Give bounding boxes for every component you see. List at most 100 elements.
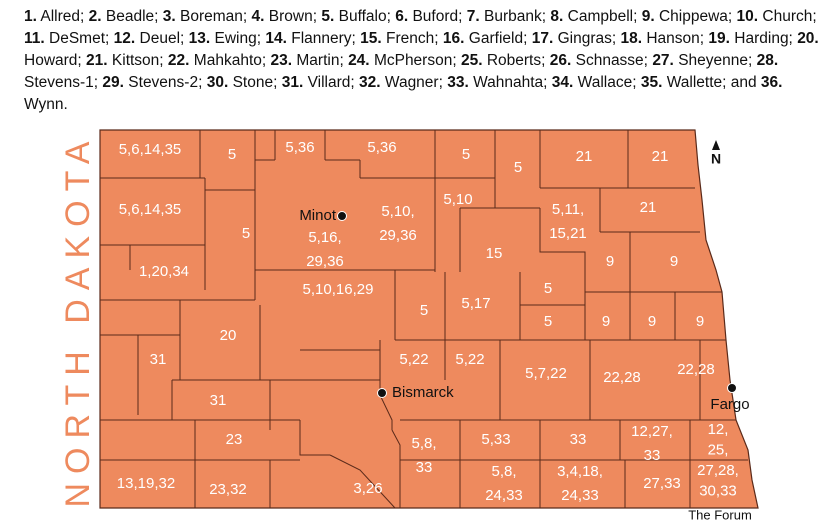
legend-item: 9. Chippewa; (642, 8, 733, 25)
legend-item: 13. Ewing; (189, 30, 261, 47)
region-label: 33 (644, 447, 661, 464)
region-label: 12,27, (631, 423, 673, 440)
legend-name: Villard; (307, 74, 355, 91)
region-label: 5 (514, 159, 522, 176)
region-label: 5,6,14,35 (119, 201, 182, 218)
legend-item: 21. Kittson; (86, 52, 164, 69)
legend-name: Sheyenne; (678, 52, 753, 69)
legend-item: 22. Mahkahto; (168, 52, 266, 69)
legend-name: Wahnahta; (473, 74, 548, 91)
legend-item: 30. Stone; (207, 74, 278, 91)
legend-name: Burbank; (484, 8, 547, 25)
region-label: 5 (420, 302, 428, 319)
legend-name: Deuel; (139, 30, 185, 47)
legend-item: 12. Deuel; (114, 30, 185, 47)
legend-number: 23. (270, 52, 293, 69)
region-label: 33 (416, 459, 433, 476)
legend-name: Chippewa; (658, 8, 733, 25)
legend-name: Wynn. (24, 96, 68, 113)
region-label: 22,28 (603, 369, 641, 386)
legend-item: 7. Burbank; (467, 8, 546, 25)
region-label: 5,17 (461, 295, 490, 312)
legend-number: 10. (736, 8, 759, 25)
legend-name: Allred; (40, 8, 85, 25)
legend-item: 36. Wynn. (24, 74, 782, 113)
region-label: 3,26 (353, 480, 382, 497)
region-label: 5,22 (399, 351, 428, 368)
region-label: 9 (602, 313, 610, 330)
legend-name: Stevens-1; (24, 74, 99, 91)
legend-number: 24. (348, 52, 370, 69)
region-label: 5,36 (367, 139, 396, 156)
region-label: 21 (576, 148, 593, 165)
region-label: 25, (708, 441, 729, 458)
region-label: 9 (606, 253, 614, 270)
legend-number: 19. (708, 30, 730, 47)
legend-name: Mahkahto; (193, 52, 267, 69)
region-label: 31 (150, 351, 167, 368)
legend-number: 34. (551, 74, 574, 91)
region-label: 29,36 (379, 227, 417, 244)
legend-number: 35. (640, 74, 663, 91)
legend-item: 4. Brown; (252, 8, 318, 25)
legend-number: 3. (162, 8, 176, 25)
region-label: 30,33 (699, 482, 737, 499)
legend-name: Harding; (734, 30, 793, 47)
legend-name: Wagner; (384, 74, 443, 91)
legend-name: Kittson; (111, 52, 164, 69)
region-label: 5 (462, 146, 470, 163)
legend-name: Buford; (412, 8, 463, 25)
city-dot (337, 211, 347, 221)
legend-item: 16. Garfield; (443, 30, 527, 47)
legend-item: 26. Schnasse; (550, 52, 648, 69)
region-label: 9 (648, 313, 656, 330)
legend-number: 8. (550, 8, 564, 25)
legend-item: 34. Wallace; (552, 74, 637, 91)
region-label: 5 (242, 225, 250, 242)
region-label: 5,11, (552, 201, 584, 218)
legend-number: 36. (760, 74, 783, 91)
legend-number: 32. (359, 74, 381, 91)
legend-item: 28. Stevens-1; (24, 52, 778, 91)
legend-number: 33. (447, 74, 469, 91)
legend-item: 24. McPherson; (348, 52, 457, 69)
legend-name: Hanson; (646, 30, 705, 47)
city-dot (377, 388, 387, 398)
legend-number: 26. (549, 52, 572, 69)
legend-item: 11. DeSmet; (24, 30, 109, 47)
legend-name: Brown; (268, 8, 318, 25)
legend-number: 16. (442, 30, 465, 47)
legend-name: Garfield; (468, 30, 528, 47)
region-label: 24,33 (485, 487, 523, 504)
legend-number: 28. (756, 52, 779, 69)
legend-item: 10. Church; (737, 8, 817, 25)
legend-item: 5. Buffalo; (321, 8, 391, 25)
region-label: 5,16, (308, 229, 341, 246)
legend-name: Buffalo; (338, 8, 391, 25)
region-label: 5 (544, 280, 552, 297)
region-label: 20 (220, 327, 237, 344)
region-label: 24,33 (561, 487, 599, 504)
legend-number: 7. (466, 8, 480, 25)
legend-number: 2. (88, 8, 102, 25)
legend-number: 29. (102, 74, 124, 91)
region-label: 27,33 (643, 475, 681, 492)
legend-name: Stevens-2; (128, 74, 203, 91)
legend-item: 32. Wagner; (359, 74, 443, 91)
region-label: 5 (228, 146, 236, 163)
region-label: 1,20,34 (139, 263, 189, 280)
legend-name: Schnasse; (575, 52, 648, 69)
legend-name: Campbell; (567, 8, 638, 25)
legend-number: 27. (652, 52, 674, 69)
region-label: 15,21 (549, 225, 587, 242)
legend-item: 1. Allred; (24, 8, 84, 25)
legend-item: 29. Stevens-2; (102, 74, 202, 91)
legend-number: 18. (620, 30, 643, 47)
legend-number: 25. (460, 52, 483, 69)
legend-name: Roberts; (486, 52, 546, 69)
city-dot (727, 383, 737, 393)
region-label: 5,33 (481, 431, 510, 448)
legend-item: 19. Harding; (708, 30, 792, 47)
legend-name: Beadle; (105, 8, 159, 25)
region-label: 22,28 (677, 361, 715, 378)
